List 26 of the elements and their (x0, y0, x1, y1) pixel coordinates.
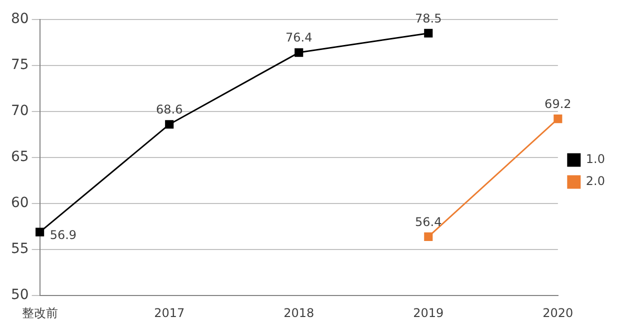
y-tick-label: 50 (10, 287, 29, 304)
y-tick-label: 60 (10, 195, 29, 212)
x-tick-label: 2017 (154, 306, 185, 320)
y-tick-label: 70 (10, 103, 29, 120)
x-tick-label: 整改前 (22, 306, 58, 320)
y-tick-label: 75 (10, 57, 29, 74)
point (554, 114, 562, 124)
data-label: 76.4 (286, 30, 312, 45)
point (424, 232, 433, 241)
data-label: 56.4 (415, 214, 442, 229)
y-tick-label: 65 (10, 149, 29, 166)
point (424, 28, 433, 38)
data-label: 68.6 (156, 102, 183, 116)
x-tick-label: 2019 (413, 306, 444, 320)
x-tick-label: 2020 (542, 306, 574, 320)
data-label: 78.5 (415, 11, 442, 26)
data-label: 56.9 (50, 228, 77, 242)
point (294, 48, 304, 57)
y-tick-label: 55 (10, 241, 29, 258)
data-label: 69.2 (544, 96, 572, 111)
y-tick-label: 80 (10, 11, 29, 28)
x-tick-label: 2018 (284, 306, 314, 320)
legend-label: 2.0 (586, 174, 606, 188)
point (36, 228, 44, 236)
legend-label: 1.0 (586, 152, 606, 166)
point (165, 120, 174, 129)
